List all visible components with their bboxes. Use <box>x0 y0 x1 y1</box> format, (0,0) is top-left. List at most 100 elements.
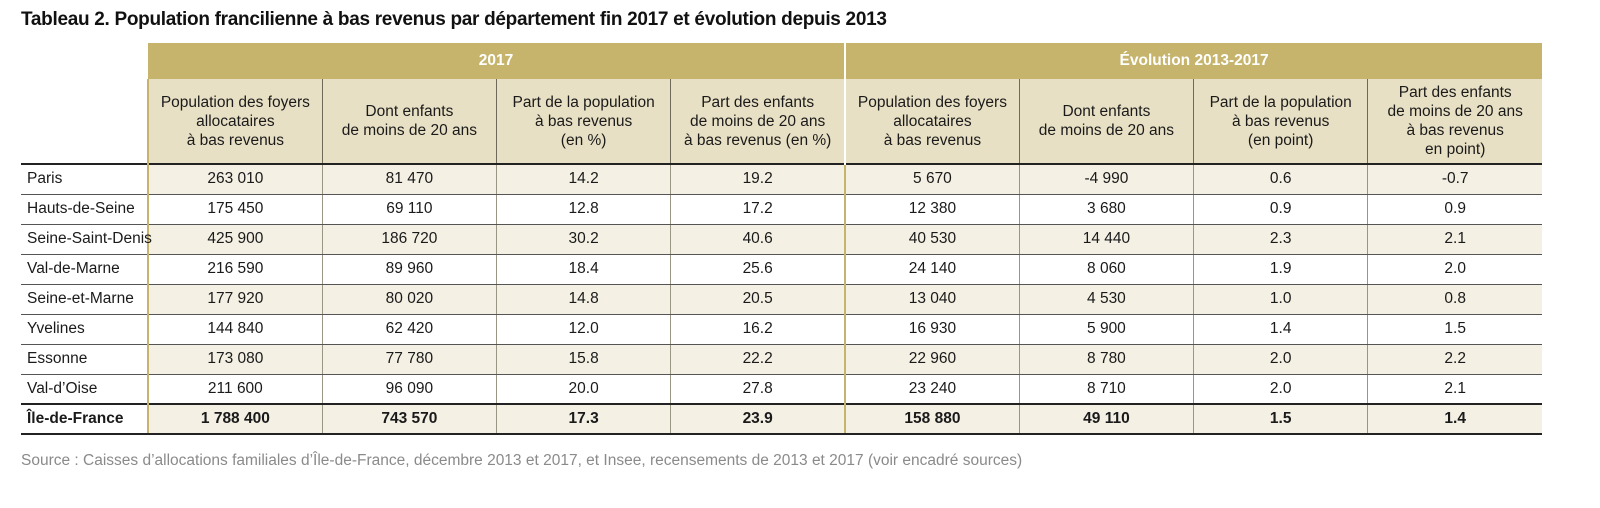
table-cell: 14 440 <box>1018 224 1194 255</box>
table-row: Val-de-Marne 216 590 89 960 18.4 25.6 24 140 8… <box>21 254 1543 285</box>
table-row: Seine-et-Marne 177 920 80 020 14.8 20.5 13 04… <box>21 284 1543 315</box>
table-cell: 27.8 <box>670 374 846 405</box>
column-header: Population des foyers allocataires à bas… <box>844 79 1020 164</box>
table-cell: 2.0 <box>1367 254 1543 285</box>
table-cell: 17.2 <box>670 194 846 225</box>
department-name: Paris <box>21 163 148 195</box>
table-cell: -4 990 <box>1018 163 1194 195</box>
table-cell: 25.6 <box>670 254 846 285</box>
table-cell: 144 840 <box>146 314 323 345</box>
table-cell: 17.3 <box>495 403 671 435</box>
table-cell: 16 930 <box>844 314 1020 345</box>
table-cell: 211 600 <box>146 374 323 405</box>
table-cell: 19.2 <box>670 163 846 195</box>
table-cell: 0.9 <box>1367 194 1543 225</box>
table-cell: 0.6 <box>1193 163 1368 195</box>
table-cell: 18.4 <box>495 254 671 285</box>
table-row: Val-d’Oise 211 600 96 090 20.0 27.8 23 240 8 7… <box>21 374 1543 405</box>
table-row: Paris 263 010 81 470 14.2 19.2 5 670 -4 990 0.6… <box>21 163 1543 195</box>
table-cell: 62 420 <box>321 314 497 345</box>
table-cell: 40.6 <box>670 224 846 255</box>
corner-cell <box>21 43 148 79</box>
table-cell: 2.0 <box>1193 374 1368 405</box>
table-cell: 1.4 <box>1193 314 1368 345</box>
table-cell: 425 900 <box>146 224 323 255</box>
table-row: Hauts-de-Seine 175 450 69 110 12.8 17.2 12 38… <box>21 194 1543 225</box>
table-cell: 30.2 <box>495 224 671 255</box>
column-header: Part de la population à bas revenus (en … <box>1193 79 1368 164</box>
table-cell: 1.0 <box>1193 284 1368 315</box>
table-cell: 15.8 <box>495 344 671 375</box>
table-cell: 24 140 <box>844 254 1020 285</box>
table-cell: 8 780 <box>1018 344 1194 375</box>
table-cell: 3 680 <box>1018 194 1194 225</box>
table-cell: 40 530 <box>844 224 1020 255</box>
table-cell: 20.5 <box>670 284 846 315</box>
table-cell: 8 060 <box>1018 254 1194 285</box>
table-cell: 1.4 <box>1367 403 1543 435</box>
table-cell: 263 010 <box>146 163 323 195</box>
department-name: Yvelines <box>21 314 148 345</box>
table-cell: 69 110 <box>321 194 497 225</box>
table-cell: 12 380 <box>844 194 1020 225</box>
department-name: Val-de-Marne <box>21 254 148 285</box>
table-cell: 2.0 <box>1193 344 1368 375</box>
table-cell: 175 450 <box>146 194 323 225</box>
table-cell: 0.9 <box>1193 194 1368 225</box>
department-name: Île-de-France <box>21 403 148 435</box>
table-cell: -0.7 <box>1367 163 1543 195</box>
column-header: Part des enfants de moins de 20 ans à ba… <box>1367 79 1543 164</box>
table-cell: 23.9 <box>670 403 846 435</box>
department-name: Val-d’Oise <box>21 374 148 405</box>
table-cell: 186 720 <box>321 224 497 255</box>
table-cell: 1.5 <box>1367 314 1543 345</box>
table-cell: 2.2 <box>1367 344 1543 375</box>
table-cell: 5 670 <box>844 163 1020 195</box>
department-name: Essonne <box>21 344 148 375</box>
source-note: Source : Caisses d’allocations familiale… <box>21 452 1023 469</box>
department-name: Hauts-de-Seine <box>21 194 148 225</box>
table-cell: 177 920 <box>146 284 323 315</box>
table-cell: 1.9 <box>1193 254 1368 285</box>
table-cell: 80 020 <box>321 284 497 315</box>
column-header: Dont enfants de moins de 20 ans <box>321 79 497 164</box>
group-header-2017: 2017 <box>148 43 846 79</box>
table-cell: 12.8 <box>495 194 671 225</box>
table-cell: 16.2 <box>670 314 846 345</box>
department-name: Seine-et-Marne <box>21 284 148 315</box>
table-cell: 158 880 <box>844 403 1020 435</box>
table-cell: 96 090 <box>321 374 497 405</box>
table-cell: 22 960 <box>844 344 1020 375</box>
table-cell: 13 040 <box>844 284 1020 315</box>
table-cell: 89 960 <box>321 254 497 285</box>
table-title: Tableau 2. Population francilienne à bas… <box>21 9 887 30</box>
column-header: Population des foyers allocataires à bas… <box>146 79 323 164</box>
table-cell: 5 900 <box>1018 314 1194 345</box>
table-cell: 22.2 <box>670 344 846 375</box>
department-name: Seine-Saint-Denis <box>21 224 152 255</box>
table-cell: 12.0 <box>495 314 671 345</box>
table-row: Seine-Saint-Denis 425 900 186 720 30.2 40.6 4… <box>21 224 1543 255</box>
table-cell: 23 240 <box>844 374 1020 405</box>
table-cell: 0.8 <box>1367 284 1543 315</box>
table-row: Essonne 173 080 77 780 15.8 22.2 22 960 8 780 2… <box>21 344 1543 375</box>
table-cell: 173 080 <box>146 344 323 375</box>
table-total-row: Île-de-France 1 788 400 743 570 17.3 23.9 158… <box>21 403 1543 435</box>
table-cell: 743 570 <box>321 403 497 435</box>
group-header-evolution: Évolution 2013-2017 <box>844 43 1543 79</box>
table-cell: 2.1 <box>1367 374 1543 405</box>
table-cell: 216 590 <box>146 254 323 285</box>
table-cell: 77 780 <box>321 344 497 375</box>
table-cell: 4 530 <box>1018 284 1194 315</box>
corner-cell-sub <box>21 79 148 164</box>
table-cell: 1.5 <box>1193 403 1368 435</box>
table-cell: 14.2 <box>495 163 671 195</box>
table-row: Yvelines 144 840 62 420 12.0 16.2 16 930 5 900… <box>21 314 1543 345</box>
table-cell: 8 710 <box>1018 374 1194 405</box>
column-header: Part de la population à bas revenus (en … <box>495 79 671 164</box>
column-header: Dont enfants de moins de 20 ans <box>1018 79 1194 164</box>
table-cell: 2.3 <box>1193 224 1368 255</box>
table-cell: 14.8 <box>495 284 671 315</box>
data-table: 2017 Évolution 2013-2017 Population des … <box>21 43 1543 435</box>
table-cell: 2.1 <box>1367 224 1543 255</box>
